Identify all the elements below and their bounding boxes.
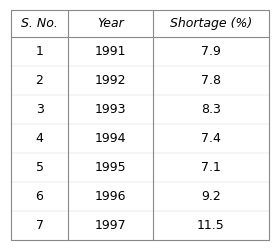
Text: 1997: 1997 [95,219,126,232]
Text: 7.1: 7.1 [201,161,221,174]
Text: Year: Year [97,17,124,30]
Text: 7.9: 7.9 [201,45,221,58]
Text: 1994: 1994 [95,132,126,145]
Text: 2: 2 [36,74,43,87]
Text: 1993: 1993 [95,103,126,116]
Text: 6: 6 [36,190,43,203]
Text: 9.2: 9.2 [201,190,221,203]
Text: 1995: 1995 [95,161,126,174]
Text: 7: 7 [36,219,43,232]
Text: 1992: 1992 [95,74,126,87]
Text: 1: 1 [36,45,43,58]
Text: 1996: 1996 [95,190,126,203]
Text: 3: 3 [36,103,43,116]
Text: 1991: 1991 [95,45,126,58]
Text: 4: 4 [36,132,43,145]
Text: 7.8: 7.8 [201,74,221,87]
Text: 5: 5 [36,161,43,174]
Text: Shortage (%): Shortage (%) [170,17,252,30]
Text: 8.3: 8.3 [201,103,221,116]
Text: S. No.: S. No. [21,17,58,30]
Text: 7.4: 7.4 [201,132,221,145]
Text: 11.5: 11.5 [197,219,225,232]
